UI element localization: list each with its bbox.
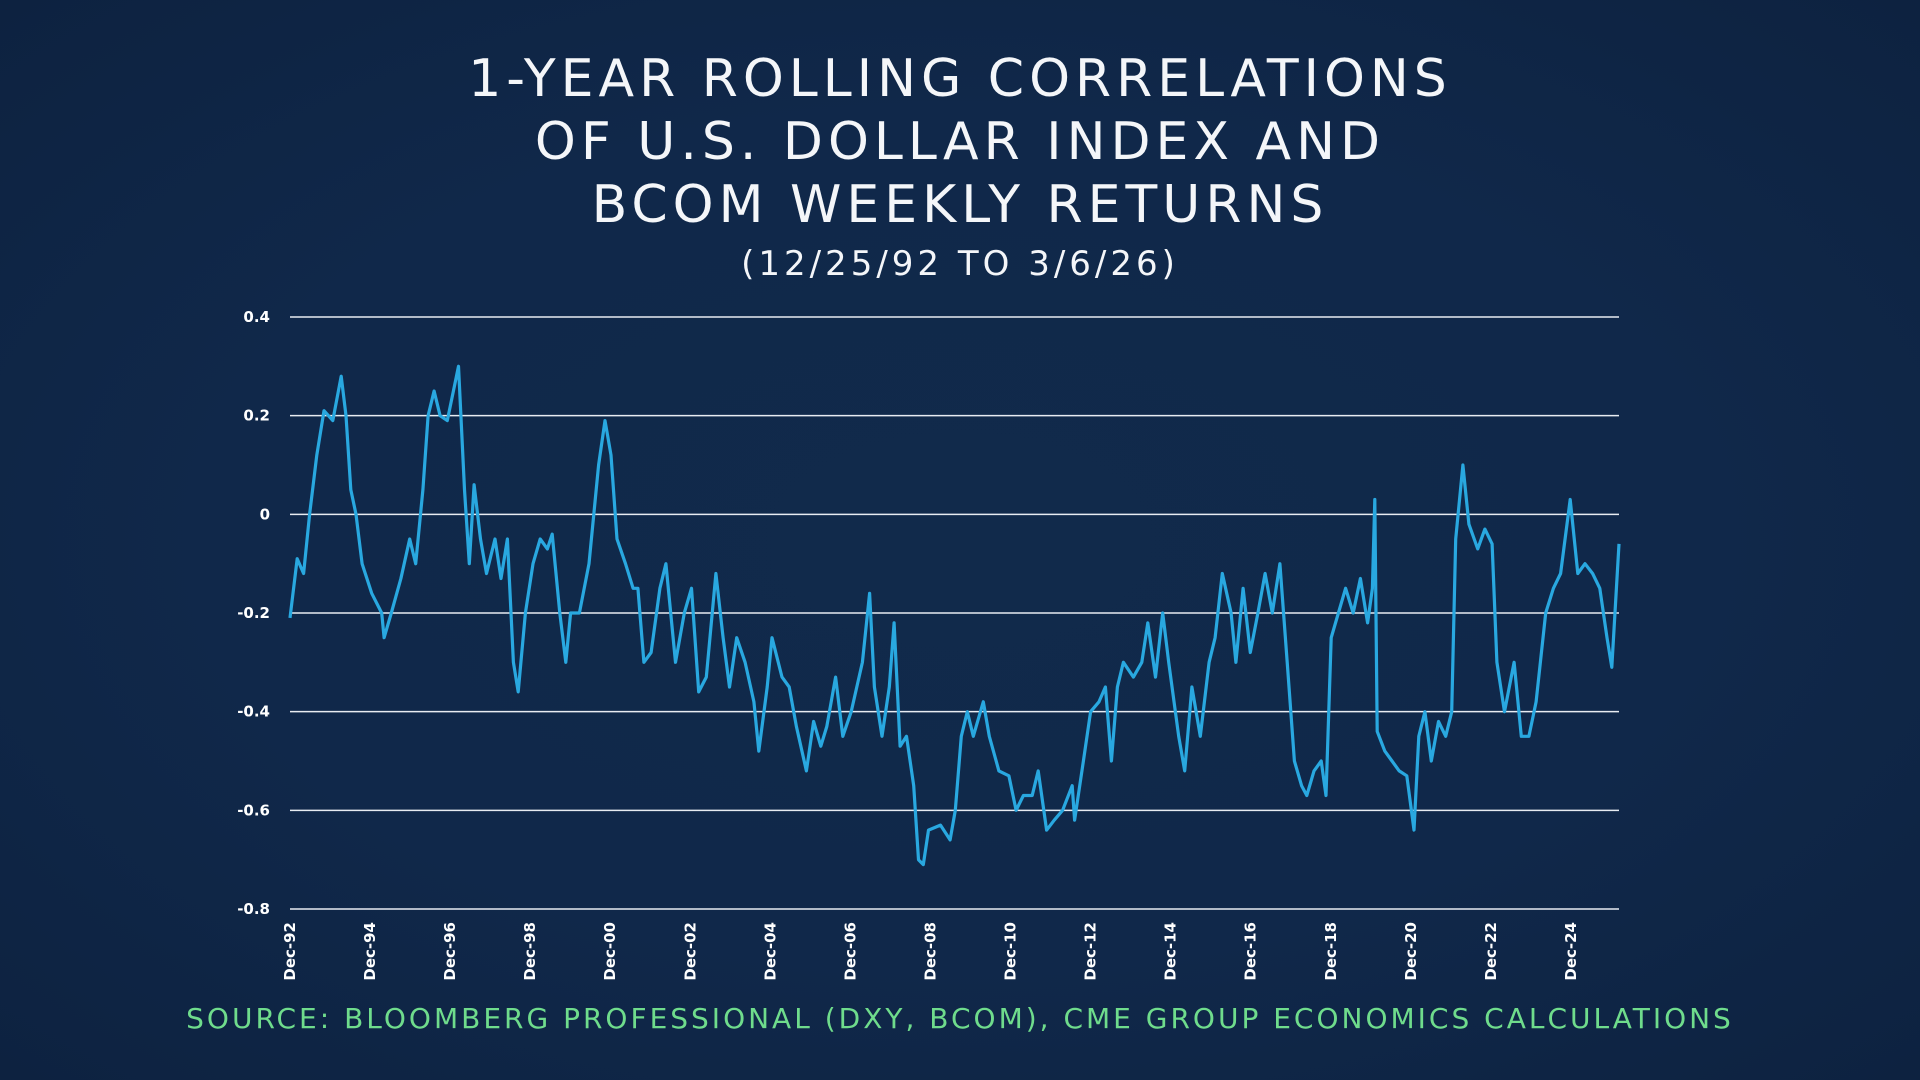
x-tick-label: Dec-10 [1002, 922, 1020, 981]
chart-title-line-3: BCOM WEEKLY RETURNS [591, 175, 1329, 235]
x-tick-label: Dec-22 [1482, 922, 1500, 981]
x-tick-label: Dec-00 [601, 922, 619, 981]
x-tick-label: Dec-02 [681, 922, 699, 981]
x-tick-label: Dec-04 [761, 922, 779, 981]
y-axis-labels: 0.4 0.2 0 -0.2 -0.4 -0.6 -0.8 [237, 308, 270, 918]
y-tick-label: -0.4 [237, 703, 270, 721]
source-note: SOURCE: BLOOMBERG PROFESSIONAL (DXY, BCO… [186, 1002, 1734, 1035]
chart-title-line-2: OF U.S. DOLLAR INDEX AND [534, 112, 1386, 172]
x-tick-label: Dec-18 [1322, 922, 1340, 981]
x-axis-labels: Dec-92 Dec-94 Dec-96 Dec-98 Dec-00 Dec-02 Dec-… [281, 922, 1580, 981]
y-tick-label: -0.2 [237, 604, 270, 622]
y-tick-label: 0 [260, 505, 270, 523]
x-tick-label: Dec-14 [1162, 922, 1180, 981]
x-tick-label: Dec-94 [361, 922, 379, 981]
x-tick-label: Dec-12 [1082, 922, 1100, 981]
correlation-series-line [288, 364, 1621, 867]
x-tick-label: Dec-24 [1562, 922, 1580, 981]
y-tick-label: -0.8 [237, 900, 270, 918]
x-tick-label: Dec-16 [1242, 922, 1260, 981]
x-tick-label: Dec-06 [841, 922, 859, 981]
chart-title-line-1: 1-YEAR ROLLING CORRELATIONS [468, 49, 1452, 109]
y-tick-label: -0.6 [237, 801, 270, 819]
x-tick-label: Dec-20 [1402, 922, 1420, 981]
x-tick-label: Dec-98 [521, 922, 539, 981]
y-tick-label: 0.2 [243, 407, 270, 425]
x-tick-label: Dec-96 [441, 922, 459, 981]
chart-title: 1-YEAR ROLLING CORRELATIONS OF U.S. DOLL… [0, 48, 1920, 237]
x-tick-label: Dec-92 [281, 922, 299, 981]
y-tick-label: 0.4 [243, 308, 270, 326]
x-tick-label: Dec-08 [921, 922, 939, 981]
chart-subtitle: (12/25/92 TO 3/6/26) [741, 244, 1179, 284]
